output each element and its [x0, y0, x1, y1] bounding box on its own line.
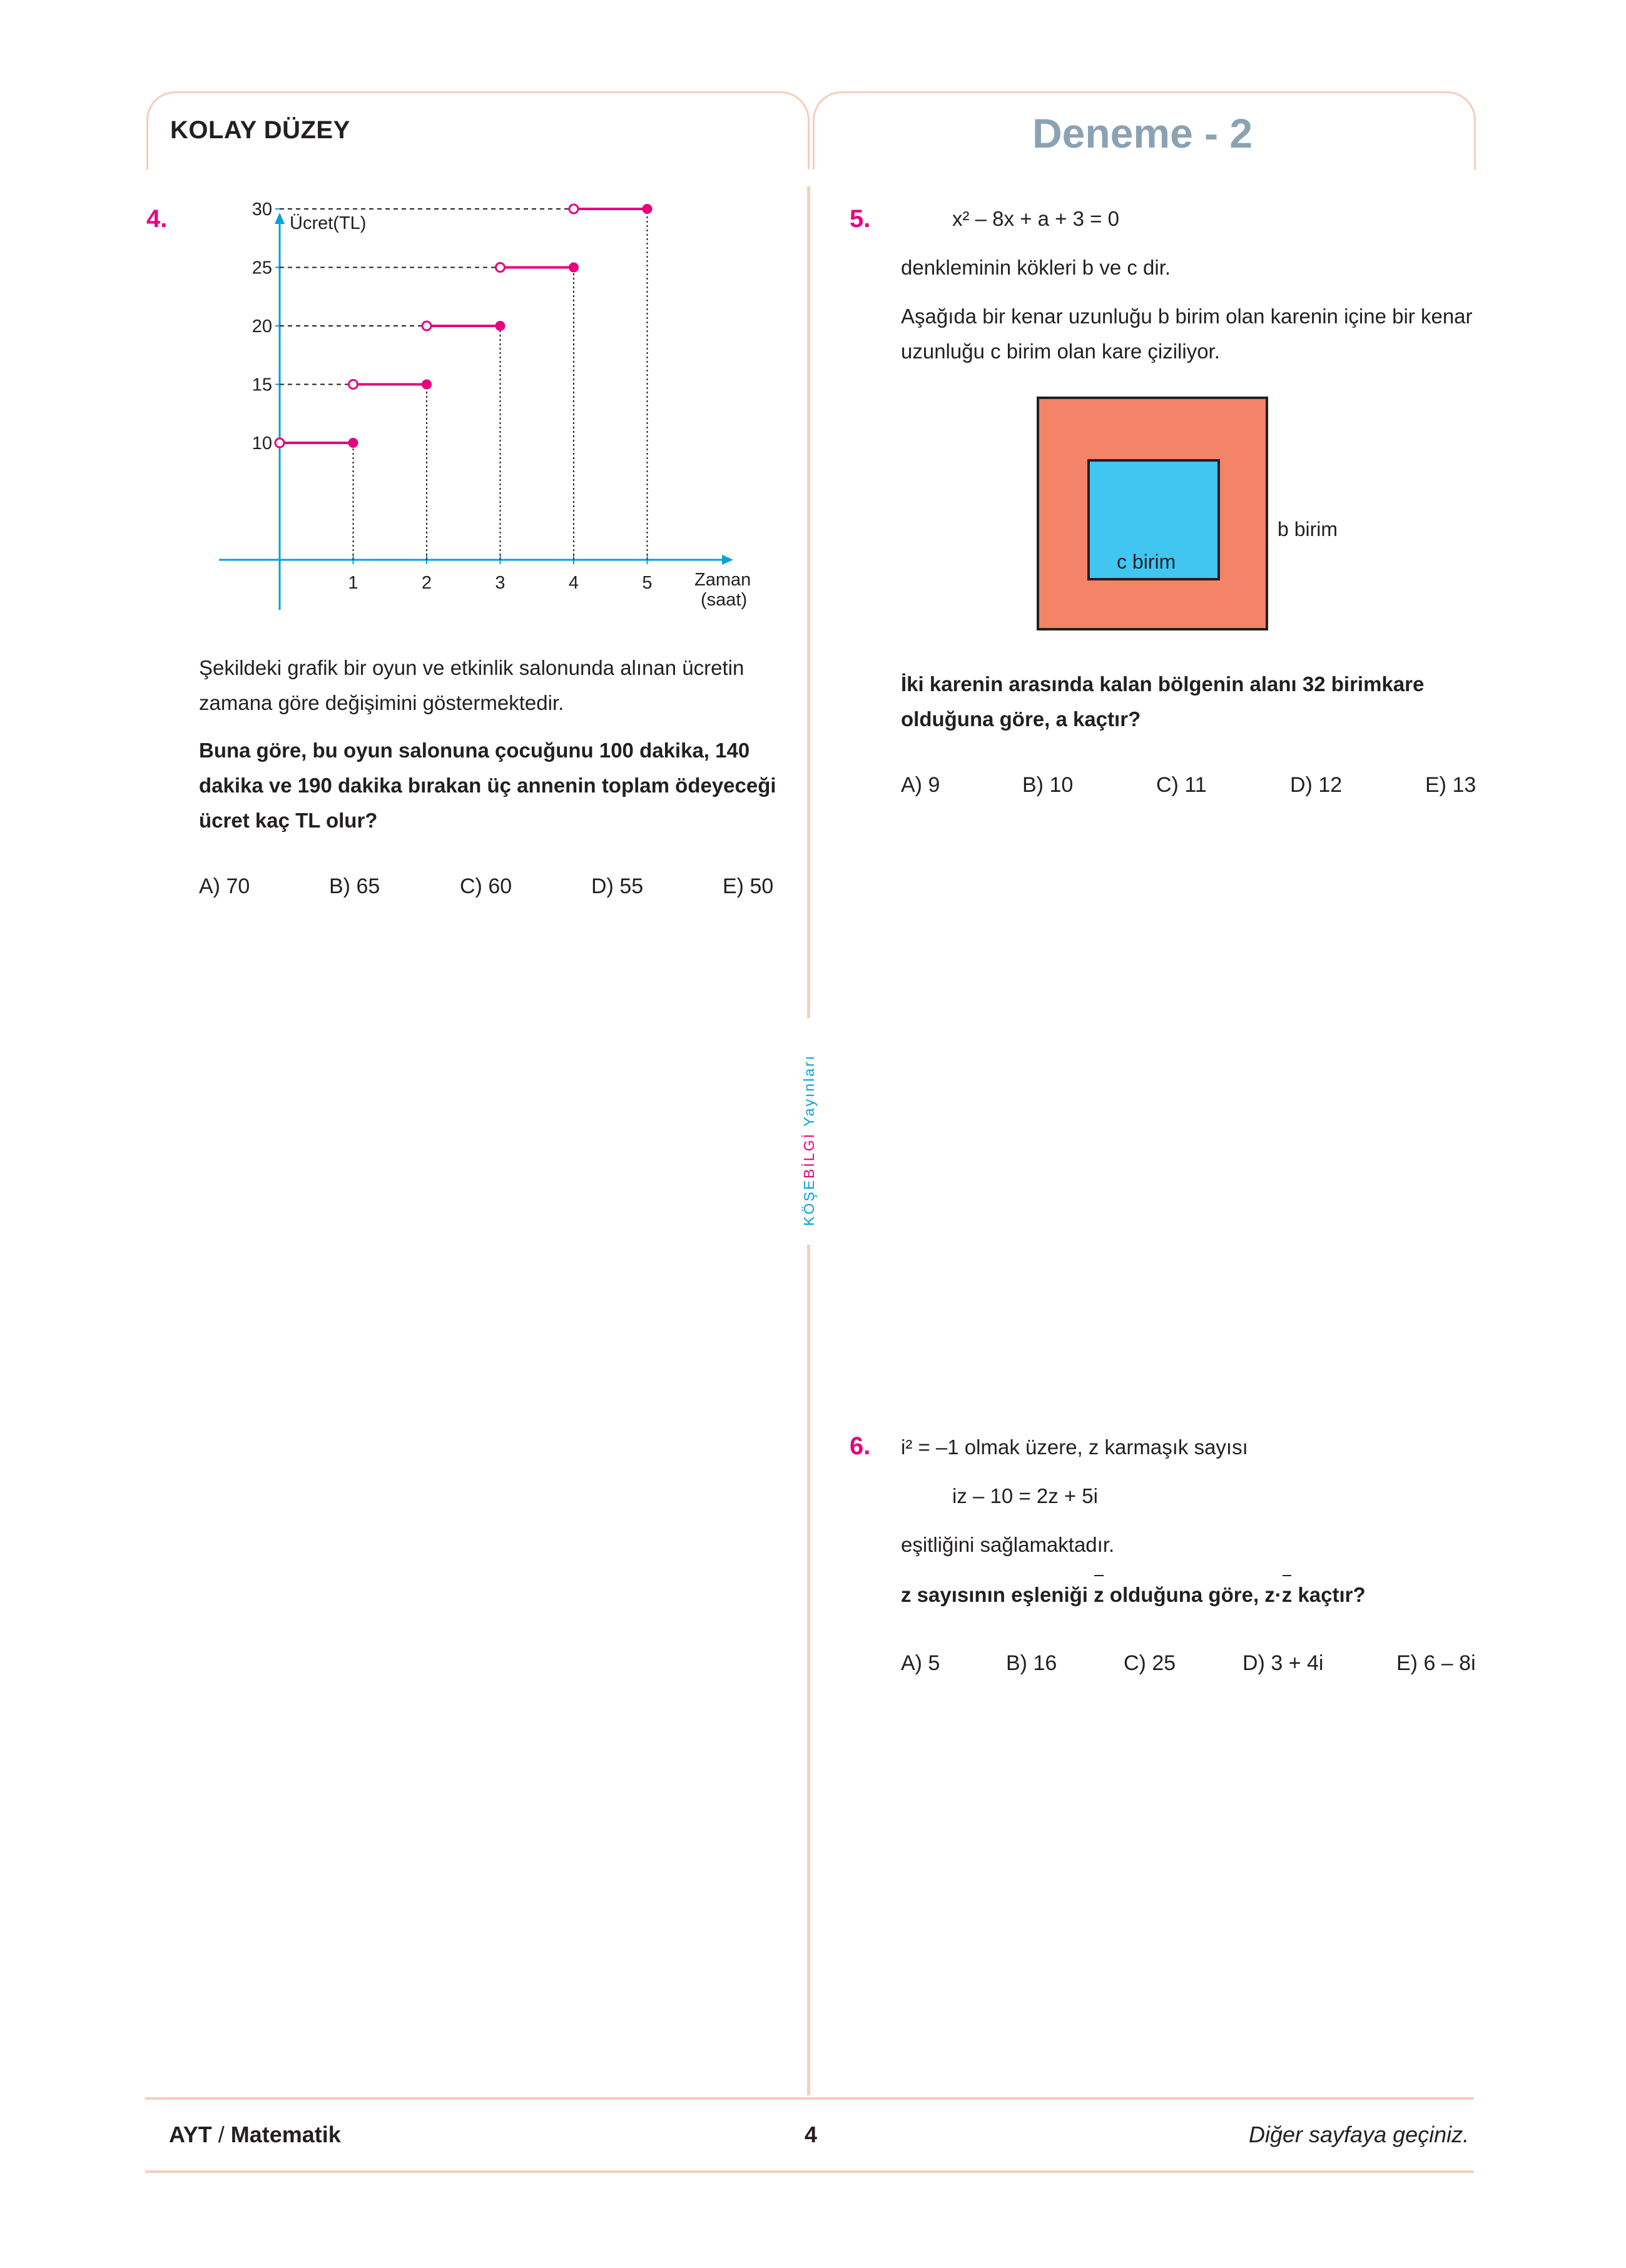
open-point — [495, 262, 506, 273]
y-tick-label: 30 — [252, 200, 272, 220]
footer-rule-bottom — [145, 2170, 1474, 2173]
footer-next-page: Diğer sayfaya geçiniz. — [1249, 2122, 1470, 2147]
q6-option-b[interactable]: B) 16 — [1006, 1651, 1057, 1675]
y-axis-label: Ücret(TL) — [290, 213, 366, 233]
x-tick-label: 4 — [569, 573, 579, 593]
column-divider-top — [807, 186, 810, 1018]
q4-option-c[interactable]: C) 60 — [460, 874, 512, 898]
x-tick-label: 3 — [495, 573, 505, 593]
conjugate-z-2: z — [1282, 1575, 1292, 1612]
closed-point — [348, 438, 358, 448]
question-6-equation: iz – 10 = 2z + 5i — [952, 1484, 1098, 1507]
x-axis-label-unit: (saat) — [701, 590, 747, 610]
x-tick-label: 2 — [422, 573, 432, 593]
q4-option-d[interactable]: D) 55 — [591, 874, 644, 898]
inner-square — [1087, 459, 1220, 580]
footer-rule-top — [145, 2097, 1474, 2100]
open-point — [274, 437, 285, 448]
x-tick-label: 5 — [642, 573, 652, 593]
question-4-text: Şekildeki grafik bir oyun ve etkinlik sa… — [199, 656, 744, 714]
question-4-question: Buna göre, bu oyun salonuna çocuğunu 100… — [199, 739, 776, 832]
page-number: 4 — [805, 2122, 818, 2147]
y-tick-label: 10 — [252, 433, 272, 453]
x-axis-arrow — [722, 555, 733, 565]
y-tick-label: 15 — [252, 375, 272, 395]
question-6-number: 6. — [850, 1432, 871, 1460]
q6-option-a[interactable]: A) 5 — [901, 1651, 940, 1675]
exam-title: Deneme - 2 — [1032, 110, 1253, 156]
question-5-text2: Aşağıda bir kenar uzunluğu b birim olan … — [901, 305, 1473, 363]
q5-option-e[interactable]: E) 13 — [1425, 773, 1476, 797]
closed-point — [495, 321, 506, 331]
closed-point — [642, 204, 653, 214]
q6-option-d[interactable]: D) 3 + 4i — [1242, 1651, 1324, 1675]
x-tick-label: 1 — [348, 573, 358, 593]
q4-option-e[interactable]: E) 50 — [723, 874, 774, 898]
question-5-equation: x² – 8x + a + 3 = 0 — [952, 207, 1119, 230]
open-point — [348, 379, 358, 390]
q4-option-b[interactable]: B) 65 — [329, 874, 380, 898]
question-5-number: 5. — [850, 205, 871, 233]
column-divider-bottom — [807, 1245, 810, 2095]
x-axis-label: Zaman — [694, 570, 751, 590]
q5-option-a[interactable]: A) 9 — [901, 773, 940, 797]
header-left-box — [146, 91, 810, 170]
closed-point — [569, 262, 579, 273]
q5-option-b[interactable]: B) 10 — [1022, 773, 1074, 797]
closed-point — [422, 379, 432, 390]
inner-square-label: c birim — [1117, 550, 1176, 573]
level-label: KOLAY DÜZEY — [170, 116, 350, 144]
question-4-number: 4. — [146, 205, 168, 233]
question-5-question: İki karenin arasında kalan bölgenin alan… — [901, 672, 1425, 731]
question-6-line1: i² = –1 olmak üzere, z karmaşık sayısı — [901, 1435, 1248, 1459]
q5-option-d[interactable]: D) 12 — [1290, 773, 1343, 797]
y-axis-arrow — [275, 213, 285, 224]
y-tick-label: 25 — [252, 258, 272, 278]
open-point — [421, 320, 432, 332]
q6-option-e[interactable]: E) 6 – 8i — [1396, 1651, 1476, 1675]
footer-subject: AYT / Matematik — [169, 2122, 341, 2147]
fee-chart: Ücret(TL) Zaman(saat) 1 2 3 4 5 10 15 20 25 30 — [219, 200, 751, 610]
y-tick-label: 20 — [252, 316, 272, 337]
publisher-brand: KÖŞEBİLGİ Yayınları — [801, 1054, 817, 1226]
open-point — [568, 203, 579, 215]
q5-option-c[interactable]: C) 11 — [1156, 773, 1207, 797]
question-5-text1: denkleminin kökleri b ve c dir. — [901, 256, 1171, 279]
conjugate-z: z — [1094, 1575, 1104, 1612]
question-6-text2: eşitliğini sağlamaktadır. — [901, 1533, 1115, 1556]
q6-option-c[interactable]: C) 25 — [1124, 1651, 1176, 1675]
question-6-question: z sayısının eşleniği z olduğuna göre, z·… — [901, 1575, 1366, 1612]
outer-square-label: b birim — [1278, 518, 1338, 540]
header-right-box — [813, 91, 1476, 170]
q4-option-a[interactable]: A) 70 — [199, 874, 250, 898]
